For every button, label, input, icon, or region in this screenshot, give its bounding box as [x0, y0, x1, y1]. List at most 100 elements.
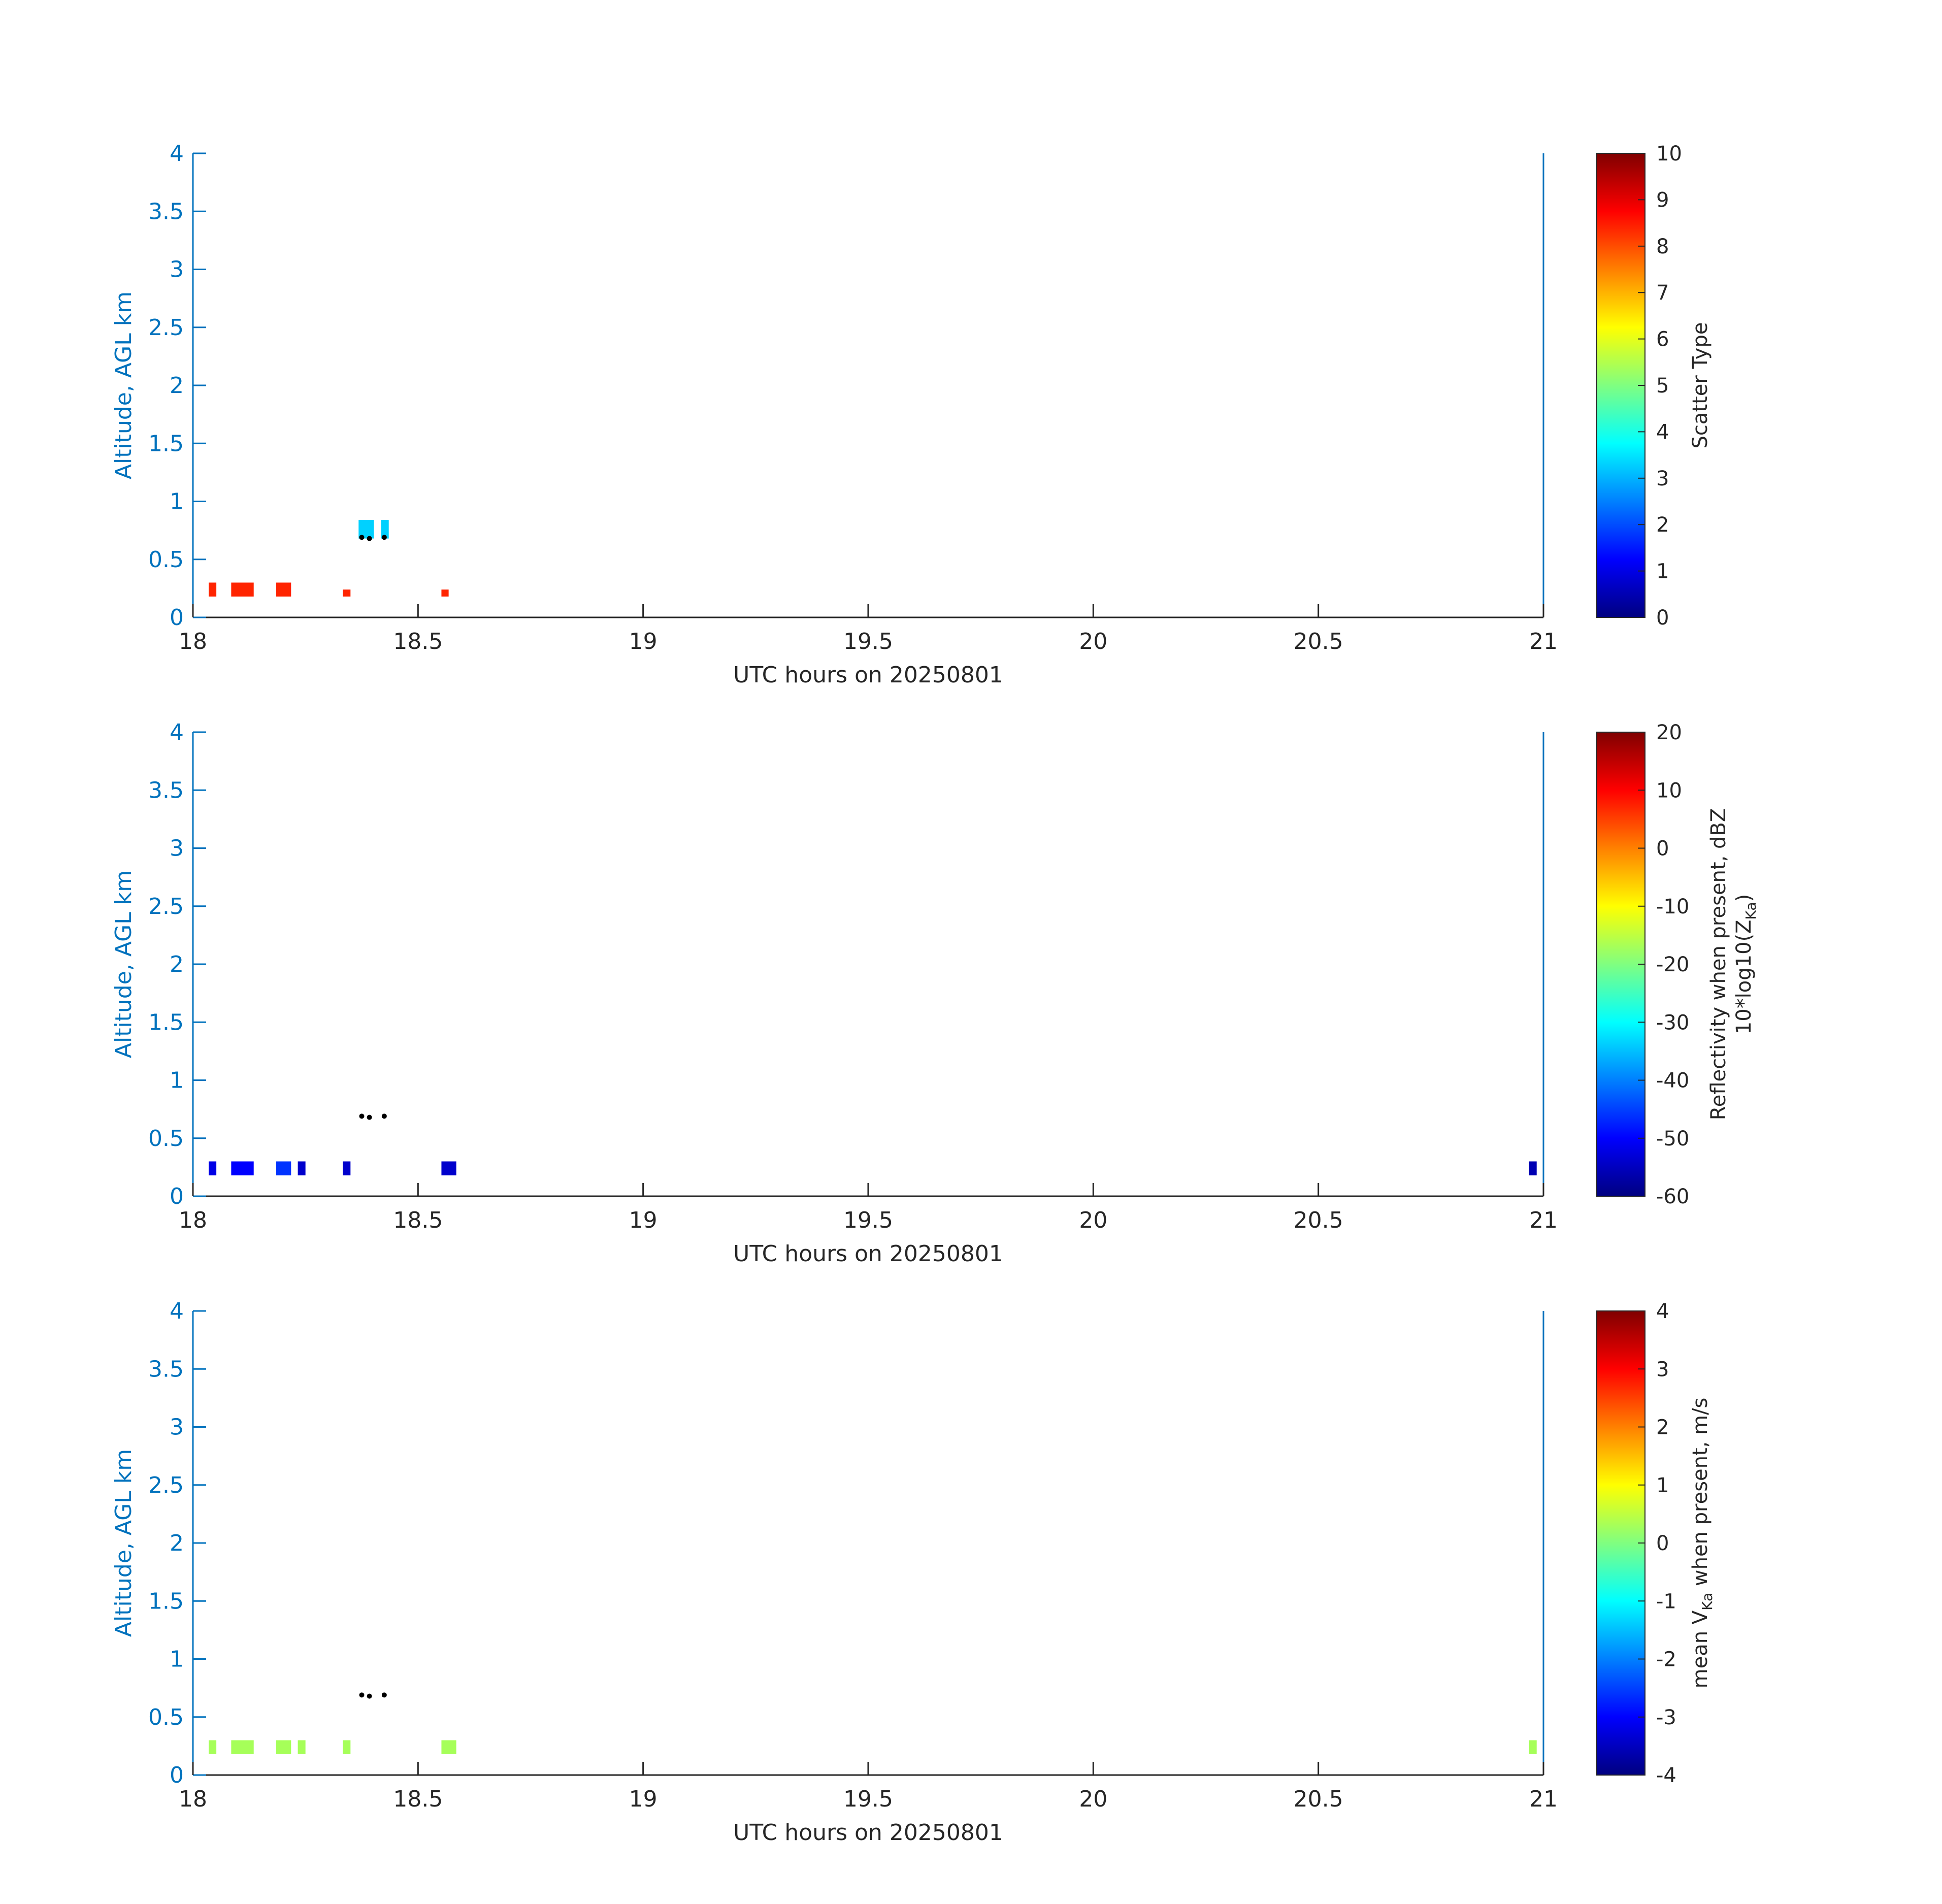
colorbar-tick-label: 7 [1656, 281, 1669, 305]
data-cell [343, 589, 351, 597]
colorbar [1596, 153, 1645, 618]
data-cell [231, 1161, 254, 1175]
y-tick-label: 1 [170, 1068, 184, 1094]
data-cell [231, 1740, 254, 1754]
colorbar-tick-label: 4 [1656, 420, 1669, 444]
y-axis-label: Altitude, AGL km [111, 870, 137, 1058]
y-tick-label: 1 [170, 489, 184, 515]
data-cell [298, 1161, 306, 1175]
x-tick-label: 20.5 [1294, 1786, 1343, 1812]
y-tick-label: 2 [170, 1530, 184, 1556]
data-cell [343, 1161, 351, 1175]
colorbar-tick-label: -50 [1656, 1127, 1689, 1151]
x-tick-label: 19 [629, 1207, 657, 1233]
colorbar-tick-label: -60 [1656, 1185, 1689, 1208]
x-tick-label: 20 [1079, 1786, 1107, 1812]
y-tick-label: 3 [170, 257, 184, 283]
data-marker-point [367, 1693, 372, 1699]
x-tick-label: 19 [629, 629, 657, 654]
colorbar-tick-label: 10 [1656, 142, 1682, 166]
colorbar-tick-label: 20 [1656, 721, 1682, 744]
y-tick-label: 3.5 [148, 1356, 184, 1382]
x-tick-label: 19.5 [843, 629, 893, 654]
y-tick-label: 4 [170, 1298, 184, 1324]
colorbar-label-line2-main: 10*log10(Z [1732, 920, 1756, 1034]
colorbar-label-line2-subscript: Ka [1742, 902, 1759, 920]
data-marker-point [359, 1113, 365, 1119]
x-tick-label: 19.5 [843, 1207, 893, 1233]
colorbar-tick-label: -4 [1656, 1764, 1676, 1787]
colorbar-tick-label: 8 [1656, 235, 1669, 258]
colorbar-tick-label: 2 [1656, 1416, 1669, 1439]
y-tick-label: 3 [170, 836, 184, 862]
data-marker-point [381, 1692, 387, 1698]
y-tick-label: 0.5 [148, 547, 184, 573]
y-tick-label: 3.5 [148, 777, 184, 803]
y-tick-label: 2.5 [148, 315, 184, 341]
colorbar [1596, 732, 1645, 1197]
data-cell [209, 1161, 217, 1175]
data-marker-point [359, 1692, 365, 1698]
data-cell [209, 582, 217, 597]
colorbar-tick-label: 6 [1656, 328, 1669, 351]
x-tick-label: 18 [179, 1786, 207, 1812]
x-tick-label: 20 [1079, 629, 1107, 654]
colorbar-tick-label: 1 [1656, 1474, 1669, 1497]
colorbar-label-line2: 10*log10(ZKa) [1732, 894, 1759, 1034]
x-axis-label: UTC hours on 20250801 [733, 662, 1003, 688]
colorbar-tick-label: 3 [1656, 1358, 1669, 1381]
x-tick-label: 20.5 [1294, 1207, 1343, 1233]
x-tick-label: 18.5 [393, 1207, 443, 1233]
data-marker-point [359, 535, 365, 540]
y-tick-label: 1.5 [148, 1588, 184, 1614]
x-tick-label: 18.5 [393, 1786, 443, 1812]
x-tick-label: 21 [1529, 1786, 1558, 1812]
x-tick-label: 18 [179, 629, 207, 654]
colorbar-tick-label: 10 [1656, 779, 1682, 802]
data-cell [298, 1740, 306, 1754]
colorbar-tick-label: -3 [1656, 1706, 1676, 1729]
data-cell [441, 1161, 456, 1175]
x-tick-label: 19.5 [843, 1786, 893, 1812]
y-axis-label: Altitude, AGL km [111, 291, 137, 479]
colorbar-tick-label: 3 [1656, 467, 1669, 490]
x-tick-label: 21 [1529, 1207, 1558, 1233]
data-marker-point [367, 536, 372, 541]
y-tick-label: 0 [170, 605, 184, 631]
y-tick-label: 2.5 [148, 894, 184, 920]
y-tick-label: 4 [170, 141, 184, 167]
x-axis-label: UTC hours on 20250801 [733, 1820, 1003, 1846]
y-tick-label: 0 [170, 1184, 184, 1209]
x-tick-label: 18 [179, 1207, 207, 1233]
colorbar-label: Reflectivity when present, dBZ [1707, 808, 1730, 1121]
data-cell [441, 589, 449, 597]
data-marker-point [381, 1113, 387, 1119]
y-axis-label: Altitude, AGL km [111, 1449, 137, 1637]
colorbar-tick-label: -2 [1656, 1648, 1676, 1671]
colorbar-tick-label: 0 [1656, 606, 1669, 630]
data-marker-point [381, 535, 387, 540]
colorbar-label-end: when present, m/s [1689, 1398, 1712, 1593]
colorbar-tick-label: -10 [1656, 895, 1689, 918]
colorbar-tick-label: 0 [1656, 837, 1669, 861]
data-cell [1529, 1740, 1537, 1754]
data-cell [441, 1740, 456, 1754]
colorbar-tick-label: -1 [1656, 1590, 1676, 1613]
colorbar-tick-label: 9 [1656, 188, 1669, 212]
y-tick-label: 2 [170, 951, 184, 977]
x-tick-label: 18.5 [393, 629, 443, 654]
colorbar-tick-label: 0 [1656, 1532, 1669, 1555]
colorbar-label: mean VKa when present, m/s [1689, 1398, 1716, 1689]
colorbar-tick-label: 4 [1656, 1300, 1669, 1323]
colorbar-tick-label: 1 [1656, 560, 1669, 583]
data-cell [231, 582, 254, 597]
data-cell [381, 520, 389, 539]
y-tick-label: 3.5 [148, 199, 184, 224]
y-tick-label: 1.5 [148, 431, 184, 456]
colorbar [1596, 1310, 1645, 1776]
x-tick-label: 19 [629, 1786, 657, 1812]
y-tick-label: 2.5 [148, 1472, 184, 1498]
colorbar-label-subscript: Ka [1699, 1593, 1716, 1611]
colorbar-tick-label: -30 [1656, 1011, 1689, 1034]
data-cell [276, 582, 291, 597]
